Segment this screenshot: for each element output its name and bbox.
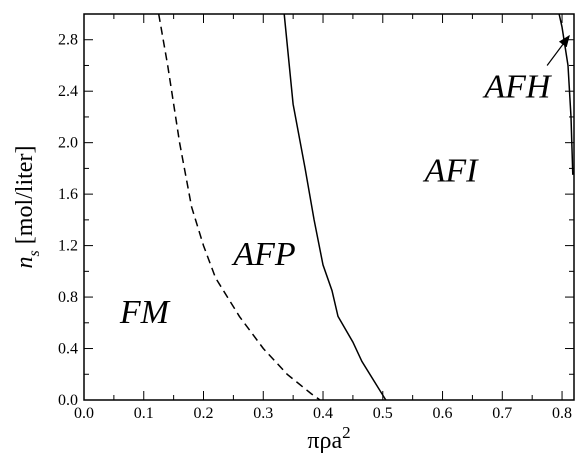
phase-boundary-2 [283,13,387,401]
x-tick-label: 0.7 [492,405,512,422]
x-axis-title: πρa2 [307,423,350,454]
x-axis-title-main: πρa [307,428,342,454]
x-tick-label: 0.8 [552,405,572,422]
annotation-arrow [546,34,570,66]
x-tick-label: 0.5 [373,405,393,422]
plot-frame [83,13,575,401]
x-tick-label: 0.0 [74,405,94,422]
region-label-afi: AFI [423,152,480,189]
y-tick-label: 2.8 [58,32,78,49]
x-tick-label: 0.4 [313,405,333,422]
plot-lines [157,13,574,401]
x-tick-label: 0.3 [253,405,273,422]
y-tick-label: 0.0 [58,392,78,409]
y-axis-title-main: n [12,256,38,268]
y-axis-title-subscript: s [26,250,43,256]
region-labels: FM AFP AFI AFH [119,69,553,331]
x-tick-label: 0.1 [134,405,154,422]
tick-labels: 0.0 0.1 0.2 0.3 0.4 0.5 0.6 0.7 0.8 0.0 0.4 0.8 1.2 1… [58,32,572,422]
phase-boundary-3 [558,13,574,175]
x-tick-label: 0.6 [433,405,453,422]
phase-boundary-1 [157,13,321,401]
y-axis-title: ns [mol/liter] [12,146,43,269]
x-axis-title-superscript: 2 [342,423,351,442]
y-axis-title-unit: [mol/liter] [12,146,38,251]
y-tick-label: 2.4 [58,83,78,100]
region-label-fm: FM [119,294,171,331]
y-tick-label: 0.4 [58,341,78,358]
y-tick-label: 1.2 [58,238,78,255]
y-tick-label: 0.8 [58,289,78,306]
x-tick-label: 0.2 [194,405,214,422]
y-tick-label: 2.0 [58,135,78,152]
region-label-afh: AFH [482,69,553,106]
y-tick-label: 1.6 [58,186,78,203]
region-label-afp: AFP [231,236,295,273]
